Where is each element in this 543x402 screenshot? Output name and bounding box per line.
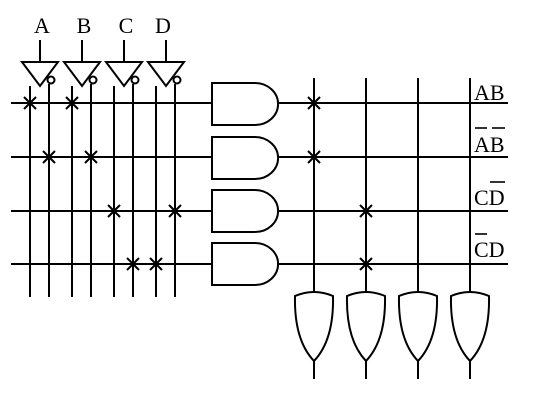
or-gate-3 xyxy=(397,291,439,363)
connection-mark xyxy=(359,257,373,271)
input-label-b: B xyxy=(77,13,92,38)
and-gate-3 xyxy=(211,189,280,233)
and-gate-2 xyxy=(211,136,280,180)
input-label-a: A xyxy=(34,13,50,38)
output-label-4: CD xyxy=(474,237,505,262)
connection-mark xyxy=(23,96,37,110)
or-plane-connections xyxy=(307,96,373,271)
or-plane-columns xyxy=(313,78,471,294)
connection-mark xyxy=(126,257,140,271)
input-label-d: D xyxy=(155,13,171,38)
and-plane-rows xyxy=(11,102,212,265)
output-label-1: AB xyxy=(474,80,505,105)
input-buffer-c xyxy=(104,61,144,88)
connection-mark xyxy=(65,96,79,110)
connection-mark xyxy=(42,150,56,164)
or-gate-2 xyxy=(345,291,387,363)
connection-mark xyxy=(84,150,98,164)
input-buffer-d xyxy=(146,61,186,88)
input-literal-lines xyxy=(29,84,176,297)
connection-mark xyxy=(168,204,182,218)
or-output-lines xyxy=(313,361,471,379)
and-gate-1 xyxy=(211,82,280,126)
input-buffer-a xyxy=(20,61,60,88)
input-label-c: C xyxy=(119,13,134,38)
input-stubs xyxy=(39,40,167,62)
and-plane-connections xyxy=(23,96,182,271)
or-gate-4 xyxy=(449,291,491,363)
connection-mark xyxy=(107,204,121,218)
output-label-3: CD xyxy=(474,185,505,210)
or-gate-1 xyxy=(293,291,335,363)
output-label-2: AB xyxy=(474,132,505,157)
connection-mark xyxy=(307,150,321,164)
connection-mark xyxy=(307,96,321,110)
connection-mark xyxy=(149,257,163,271)
connection-mark xyxy=(359,204,373,218)
input-buffer-b xyxy=(62,61,102,88)
and-gate-4 xyxy=(211,242,280,286)
